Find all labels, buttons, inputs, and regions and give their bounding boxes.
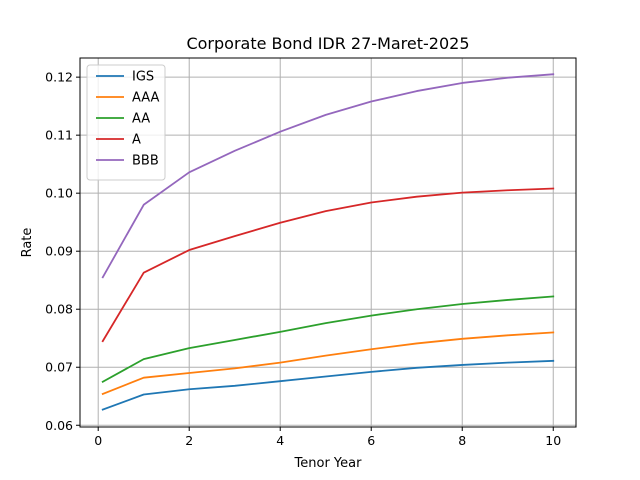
legend-box [86, 64, 166, 181]
plot-frame [79, 57, 577, 428]
grid-lines [80, 58, 576, 427]
y-tick-label: 0.08 [45, 302, 73, 317]
legend-label-aa: AA [132, 112, 150, 127]
legend-label-aaa: AAA [132, 91, 160, 106]
x-tick-label: 8 [458, 433, 466, 448]
y-tick-label: 0.06 [45, 418, 73, 433]
series-line-aa [101, 295, 555, 383]
x-tick-label: 6 [367, 433, 375, 448]
x-tick-label: 2 [185, 433, 193, 448]
x-axis-label: Tenor Year [294, 456, 363, 471]
x-axis-ticks: 0 2 4 6 8 10 [94, 427, 561, 448]
x-tick-label: 0 [94, 433, 102, 448]
y-tick-label: 0.07 [45, 360, 73, 375]
y-tick-label: 0.11 [45, 128, 73, 143]
y-tick-label: 0.10 [45, 186, 73, 201]
y-tick-label: 0.09 [45, 244, 73, 259]
series-line-bbb [101, 73, 555, 279]
legend-label-bbb: BBB [132, 154, 159, 169]
series-line-aaa [101, 331, 555, 396]
x-tick-label: 4 [276, 433, 284, 448]
y-axis-ticks: 0.06 0.07 0.08 0.09 0.10 0.11 0.12 [45, 70, 80, 433]
x-tick-label: 10 [545, 433, 561, 448]
series-line-igs [101, 359, 555, 411]
chart-title: Corporate Bond IDR 27-Maret-2025 [186, 34, 469, 53]
y-tick-label: 0.12 [45, 70, 73, 85]
series-lines [101, 73, 555, 411]
legend-label-igs: IGS [132, 70, 154, 85]
y-axis-label: Rate [20, 228, 35, 258]
series-line-a [101, 187, 555, 343]
legend-label-a: A [132, 133, 141, 148]
